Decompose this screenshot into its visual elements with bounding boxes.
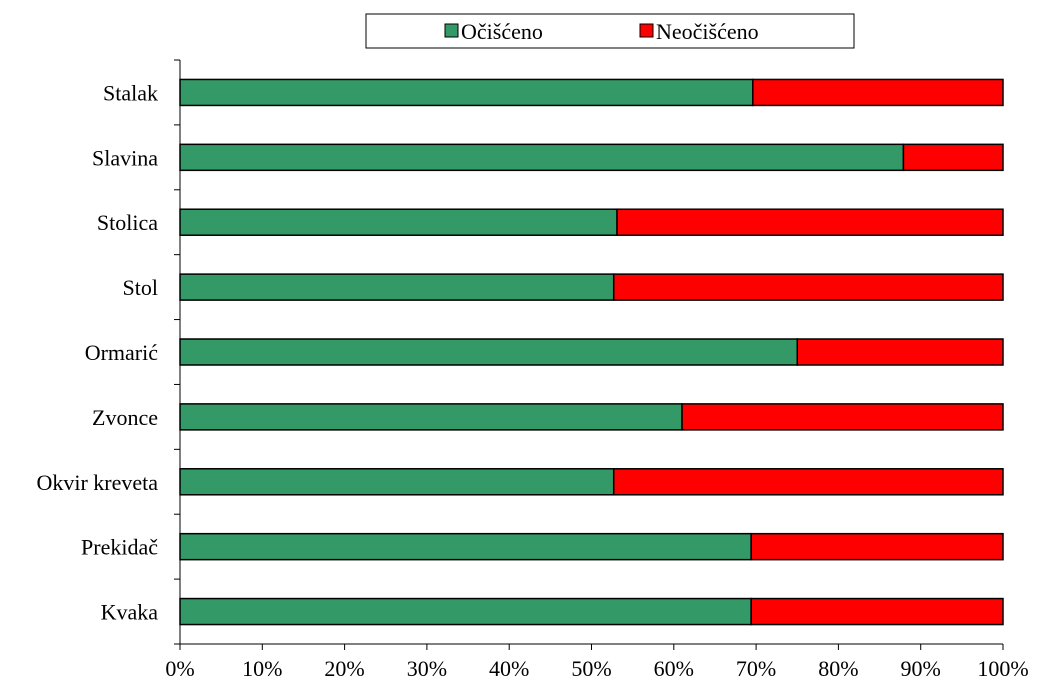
category-label: Okvir kreveta bbox=[36, 470, 158, 495]
legend-label-ociseno: Očišćeno bbox=[461, 19, 543, 44]
x-tick-label: 10% bbox=[242, 656, 282, 681]
bar-segment-ociseno bbox=[179, 532, 752, 561]
category-label: Slavina bbox=[92, 145, 158, 170]
legend-box bbox=[365, 13, 855, 49]
bar-segment-neociseno bbox=[902, 143, 1004, 172]
category-label: Kvaka bbox=[101, 600, 159, 625]
tick-labels: 0% 10% 20% 30% 40% 50% 60% 70% 80% 90% 100% bbox=[165, 656, 1028, 681]
x-tick-label: 20% bbox=[324, 656, 364, 681]
bar-segment-neociseno bbox=[752, 78, 1004, 107]
bar-segment-ociseno bbox=[179, 78, 754, 107]
bar-segment-ociseno bbox=[179, 143, 905, 172]
x-tick-label: 50% bbox=[571, 656, 611, 681]
bar-segment-neociseno bbox=[612, 468, 1004, 496]
bar-segment-ociseno bbox=[179, 403, 683, 431]
bar-segment-neociseno bbox=[750, 532, 1004, 561]
x-tick-label: 80% bbox=[818, 656, 858, 681]
category-label: Prekidač bbox=[81, 535, 158, 560]
legend: Očišćeno Neočišćeno bbox=[365, 13, 855, 49]
bar-segment-neociseno bbox=[612, 273, 1004, 301]
legend-swatch-neociseno bbox=[639, 23, 654, 38]
category-label: Zvonce bbox=[92, 405, 158, 430]
x-tick-label: 90% bbox=[901, 656, 941, 681]
category-label: Stol bbox=[123, 275, 158, 300]
category-label: Stalak bbox=[103, 80, 158, 105]
category-labels: Stalak Slavina Stolica Stol Ormarić Zvonce Okv… bbox=[36, 80, 158, 624]
x-tick-label: 40% bbox=[489, 656, 529, 681]
x-tick-label: 0% bbox=[165, 656, 194, 681]
bar-segment-neociseno bbox=[616, 208, 1004, 236]
bar-segment-neociseno bbox=[681, 403, 1004, 431]
bar-segment-ociseno bbox=[179, 597, 752, 626]
legend-swatch-ociseno bbox=[444, 23, 459, 38]
bar-segment-neociseno bbox=[796, 338, 1004, 366]
category-label: Ormarić bbox=[85, 340, 159, 365]
x-tick-label: 100% bbox=[977, 656, 1028, 681]
bar-segment-ociseno bbox=[179, 468, 615, 496]
bar-segment-ociseno bbox=[179, 273, 615, 301]
bars bbox=[179, 78, 1004, 626]
category-label: Stolica bbox=[97, 210, 158, 235]
legend-label-neociseno: Neočišćeno bbox=[656, 19, 759, 44]
bar-segment-ociseno bbox=[179, 338, 798, 366]
x-tick-label: 60% bbox=[654, 656, 694, 681]
x-tick-label: 30% bbox=[407, 656, 447, 681]
x-tick-label: 70% bbox=[736, 656, 776, 681]
bar-segment-ociseno bbox=[179, 208, 618, 236]
bar-segment-neociseno bbox=[750, 597, 1004, 626]
